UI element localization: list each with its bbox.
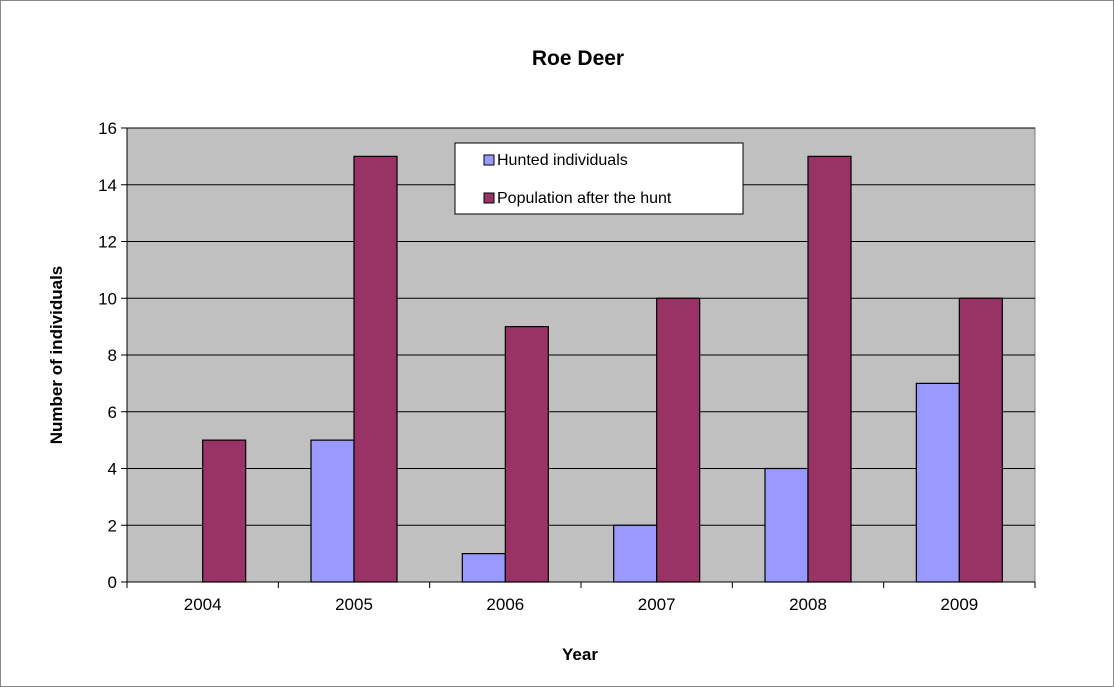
- bar-hunted-2007: [613, 524, 658, 583]
- y-tick-labels: 0 2 4 6 8 10 12 14 16: [98, 119, 117, 592]
- y-axis-title: Number of individuals: [47, 266, 66, 445]
- y-tick-label: 8: [108, 346, 117, 365]
- legend-swatch-hunted: [483, 154, 495, 166]
- y-tick-label: 6: [108, 403, 117, 422]
- y-tick-label: 12: [98, 233, 117, 252]
- gridlines: [127, 127, 1035, 526]
- x-axis-title: Year: [562, 645, 598, 664]
- x-tick-label: 2008: [789, 595, 827, 614]
- y-tick-label: 16: [98, 119, 117, 138]
- x-tick-label: 2004: [184, 595, 222, 614]
- legend-swatch-population: [483, 192, 495, 204]
- bar-hunted-2009: [915, 382, 960, 583]
- legend-label-hunted: Hunted individuals: [497, 152, 628, 169]
- bars: [202, 155, 1003, 583]
- bar-population-2005: [353, 155, 398, 583]
- y-tick-label: 14: [98, 176, 117, 195]
- legend: Hunted individuals Population after the …: [454, 142, 744, 215]
- y-tick-label: 4: [108, 460, 117, 479]
- bar-population-2009: [958, 297, 1003, 583]
- x-tick-label: 2006: [486, 595, 524, 614]
- y-tick-label: 2: [108, 516, 117, 535]
- bar-hunted-2008: [764, 467, 809, 583]
- legend-label-population: Population after the hunt: [497, 190, 672, 207]
- x-tick-labels: 2004 2005 2006 2007 2008 2009: [184, 595, 978, 614]
- x-tick-label: 2009: [940, 595, 978, 614]
- x-tick-label: 2005: [335, 595, 373, 614]
- x-tick-label: 2007: [638, 595, 676, 614]
- legend-box: [454, 142, 744, 215]
- bar-population-2008: [807, 155, 852, 583]
- bar-hunted-2006: [461, 553, 506, 583]
- bar-population-2004: [202, 439, 247, 583]
- bar-population-2006: [504, 326, 549, 583]
- bar-hunted-2005: [310, 439, 355, 583]
- bar-population-2007: [656, 297, 701, 583]
- y-tick-label: 10: [98, 289, 117, 308]
- axes: [121, 127, 1036, 588]
- y-tick-label: 0: [108, 573, 117, 592]
- chart-title: Roe Deer: [532, 47, 624, 70]
